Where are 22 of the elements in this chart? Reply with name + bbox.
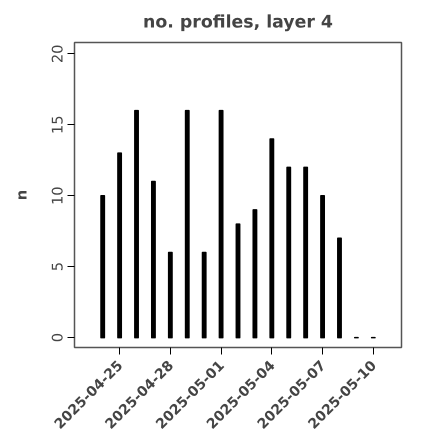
bar (100, 194, 106, 338)
y-tick-label: 5 (50, 262, 66, 272)
bar (252, 209, 258, 338)
chart-title: no. profiles, layer 4 (143, 12, 333, 32)
bar (202, 252, 207, 338)
bar (286, 166, 292, 338)
bar (134, 110, 139, 338)
y-axis-title: n (14, 190, 30, 200)
bar (236, 223, 240, 338)
bar (168, 252, 173, 338)
bar (320, 194, 326, 338)
bar (218, 110, 224, 338)
bar (337, 238, 342, 338)
y-tick-label: 0 (50, 332, 66, 342)
bar (269, 138, 274, 338)
y-tick-label: 10 (50, 186, 66, 206)
y-tick-label: 20 (50, 44, 66, 64)
bar (150, 180, 156, 338)
bar (303, 166, 308, 338)
bar (184, 110, 190, 338)
bar (117, 152, 122, 338)
y-tick-label: 15 (50, 115, 66, 134)
